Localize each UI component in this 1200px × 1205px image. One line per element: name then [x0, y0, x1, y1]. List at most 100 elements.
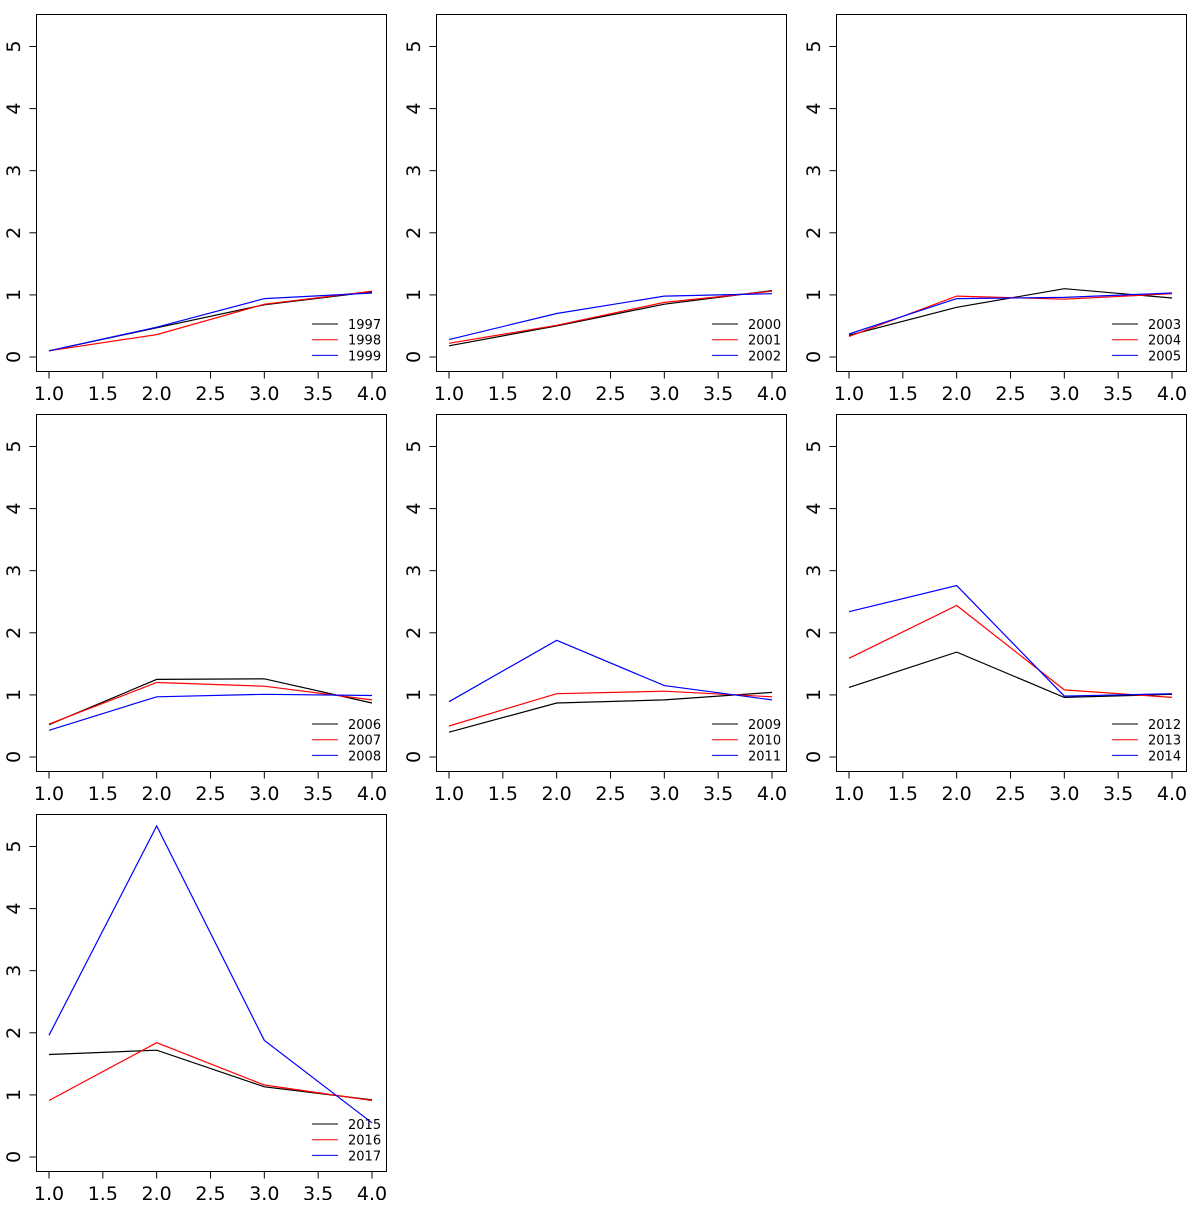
y-tick-label: 5 — [3, 40, 25, 52]
series-lines — [48, 290, 373, 352]
legend-label: 2012 — [1148, 718, 1181, 733]
series-line-2002 — [448, 293, 773, 341]
y-tick-label: 4 — [3, 103, 25, 115]
legend-label: 2001 — [748, 334, 781, 349]
x-tick-label: 2.5 — [595, 383, 625, 405]
x-tick-label: 2.0 — [142, 783, 172, 805]
series-line-2009 — [448, 691, 773, 733]
y-tick-label: 4 — [803, 103, 825, 115]
y-tick-label: 4 — [403, 503, 425, 515]
y-tick-label: 3 — [803, 565, 825, 577]
y-tick-label: 0 — [803, 351, 825, 363]
series-line-2011 — [448, 639, 773, 703]
y-tick-label: 1 — [3, 289, 25, 301]
series-lines — [848, 584, 1173, 699]
x-tick-label: 2.0 — [942, 383, 972, 405]
y-tick-label: 5 — [403, 40, 425, 52]
legend-label: 2000 — [748, 318, 781, 333]
x-axis: 1.0 1.5 2.0 2.5 3.0 3.5 4.0 — [34, 371, 387, 405]
x-tick-label: 1.5 — [488, 783, 518, 805]
x-tick-label: 2.5 — [195, 783, 225, 805]
y-tick-label: 2 — [3, 227, 25, 239]
y-tick-label: 1 — [3, 1089, 25, 1101]
series-line-2008 — [48, 693, 373, 731]
x-tick-label: 3.5 — [703, 783, 733, 805]
x-tick-label: 3.0 — [649, 783, 679, 805]
y-tick-label: 0 — [803, 751, 825, 763]
series-line-2013 — [848, 604, 1173, 698]
series-line-2006 — [48, 678, 373, 726]
y-tick-label: 4 — [403, 103, 425, 115]
x-axis: 1.0 1.5 2.0 2.5 3.0 3.5 4.0 — [834, 371, 1187, 405]
y-axis: 0 1 2 3 4 5 — [3, 840, 37, 1163]
y-axis: 0 1 2 3 4 5 — [803, 40, 837, 363]
x-tick-label: 1.5 — [888, 383, 918, 405]
legend-label: 2002 — [748, 349, 781, 364]
x-tick-label: 2.0 — [942, 783, 972, 805]
legend-label: 1997 — [348, 318, 381, 333]
series-lines — [848, 288, 1173, 338]
x-tick-label: 1.0 — [34, 1183, 64, 1200]
y-axis: 0 1 2 3 4 5 — [3, 40, 37, 363]
x-axis: 1.0 1.5 2.0 2.5 3.0 3.5 4.0 — [434, 771, 787, 805]
legend-label: 1998 — [348, 334, 381, 349]
y-axis: 0 1 2 3 4 5 — [403, 440, 437, 763]
y-tick-label: 5 — [3, 840, 25, 852]
y-tick-label: 4 — [3, 503, 25, 515]
y-tick-label: 2 — [403, 627, 425, 639]
plot-frame — [36, 814, 387, 1172]
x-tick-label: 3.5 — [1103, 383, 1133, 405]
y-tick-label: 4 — [803, 503, 825, 515]
x-tick-label: 1.5 — [88, 783, 118, 805]
x-tick-label: 3.0 — [1049, 383, 1079, 405]
plot-frame — [836, 14, 1187, 372]
series-lines — [48, 824, 373, 1124]
y-tick-label: 0 — [403, 751, 425, 763]
y-tick-label: 5 — [803, 40, 825, 52]
x-tick-label: 2.5 — [195, 383, 225, 405]
legend-label: 2007 — [348, 734, 381, 749]
x-axis: 1.0 1.5 2.0 2.5 3.0 3.5 4.0 — [34, 1171, 387, 1205]
x-tick-label: 4.0 — [1157, 783, 1187, 805]
series-line-2005 — [848, 292, 1173, 335]
y-tick-label: 5 — [403, 440, 425, 452]
series-line-2000 — [448, 290, 773, 347]
y-axis: 0 1 2 3 4 5 — [3, 440, 37, 763]
legend-label: 2016 — [348, 1134, 381, 1149]
series-line-2007 — [48, 681, 373, 725]
y-tick-label: 1 — [403, 689, 425, 701]
y-tick-label: 2 — [803, 627, 825, 639]
y-tick-label: 4 — [3, 903, 25, 915]
series-lines — [48, 678, 373, 731]
y-axis: 0 1 2 3 4 5 — [403, 40, 437, 363]
x-tick-label: 1.5 — [88, 1183, 118, 1200]
series-line-1999 — [48, 292, 373, 352]
x-tick-label: 2.5 — [595, 783, 625, 805]
x-tick-label: 1.5 — [488, 383, 518, 405]
legend-label: 2006 — [348, 718, 381, 733]
legend-label: 2003 — [1148, 318, 1181, 333]
x-tick-label: 2.5 — [995, 383, 1025, 405]
x-tick-label: 4.0 — [357, 383, 387, 405]
y-tick-label: 0 — [403, 351, 425, 363]
y-tick-label: 2 — [803, 227, 825, 239]
x-tick-label: 3.0 — [249, 383, 279, 405]
x-tick-label: 3.5 — [703, 383, 733, 405]
y-tick-label: 3 — [3, 165, 25, 177]
series-line-2004 — [848, 293, 1173, 338]
legend-label: 2008 — [348, 749, 381, 764]
x-tick-label: 2.5 — [995, 783, 1025, 805]
series-line-2016 — [48, 1042, 373, 1102]
